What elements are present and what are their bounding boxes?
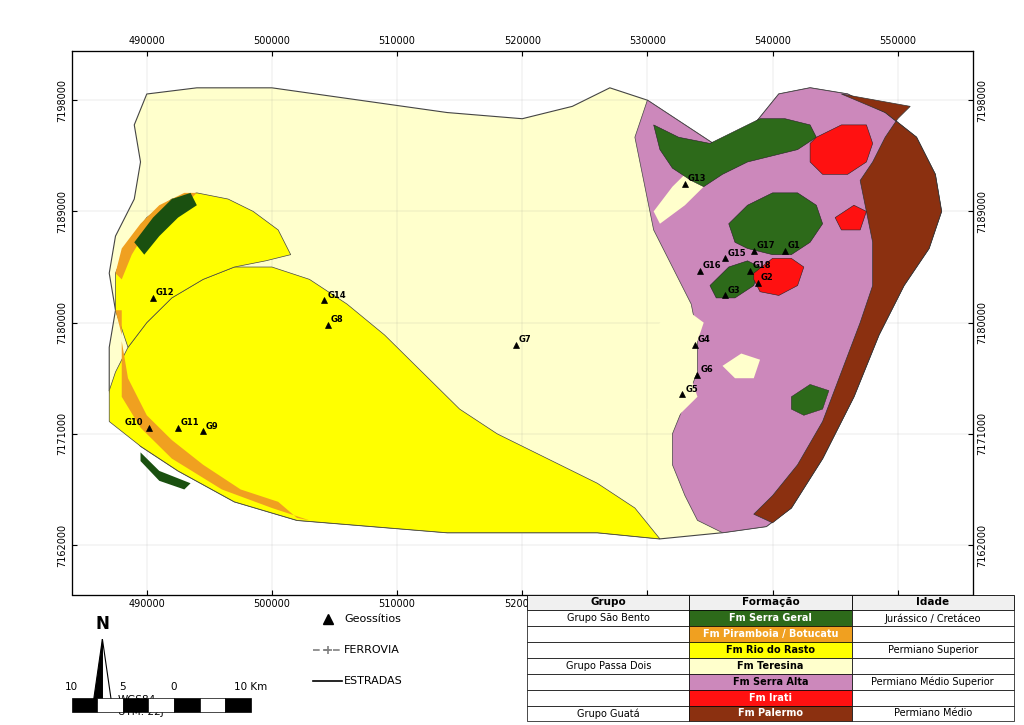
Polygon shape [116,310,309,521]
Polygon shape [836,205,866,230]
Polygon shape [653,304,703,347]
Bar [97,697,123,712]
Text: G17: G17 [757,241,775,250]
Polygon shape [710,261,760,298]
Polygon shape [110,88,941,539]
Polygon shape [116,193,291,347]
Text: G6: G6 [700,365,713,374]
Polygon shape [116,193,197,279]
Bar [148,697,174,712]
Text: 10: 10 [66,682,78,692]
Text: G14: G14 [328,291,346,299]
Text: G4: G4 [697,335,711,344]
Text: G9: G9 [206,422,218,431]
Text: 0: 0 [171,682,177,692]
Polygon shape [810,125,872,174]
Text: G18: G18 [753,261,771,270]
Polygon shape [653,156,716,224]
Bar [123,697,148,712]
Text: G2: G2 [760,273,773,282]
Text: G15: G15 [728,249,746,257]
Bar [72,697,97,712]
Text: FERROVIA: FERROVIA [344,645,400,655]
Polygon shape [754,258,804,295]
Bar [200,697,225,712]
Polygon shape [134,193,197,254]
Polygon shape [635,88,941,533]
Text: 10 Km: 10 Km [234,682,267,692]
Text: 5: 5 [120,682,126,692]
Polygon shape [729,193,822,254]
Text: G16: G16 [702,261,721,270]
Text: G8: G8 [331,315,344,324]
Text: G3: G3 [728,286,740,294]
Text: G10: G10 [124,418,142,427]
Polygon shape [723,354,760,378]
Polygon shape [140,452,190,489]
Text: G7: G7 [519,335,531,344]
Polygon shape [647,378,697,421]
Polygon shape [754,94,941,523]
Text: WGS84
UTM: 22J: WGS84 UTM: 22J [118,695,164,717]
Text: G1: G1 [787,241,801,250]
Text: G12: G12 [156,288,174,297]
Text: N: N [95,615,110,633]
Polygon shape [93,639,102,703]
Text: Geossítios: Geossítios [344,614,401,624]
Text: G11: G11 [181,418,200,427]
Polygon shape [110,267,659,539]
Text: ESTRADAS: ESTRADAS [344,676,402,686]
Polygon shape [102,639,112,703]
Text: G5: G5 [685,384,698,394]
Text: G13: G13 [688,175,707,183]
Polygon shape [792,384,828,415]
Bar [225,697,251,712]
Bar [174,697,200,712]
Polygon shape [653,119,816,186]
